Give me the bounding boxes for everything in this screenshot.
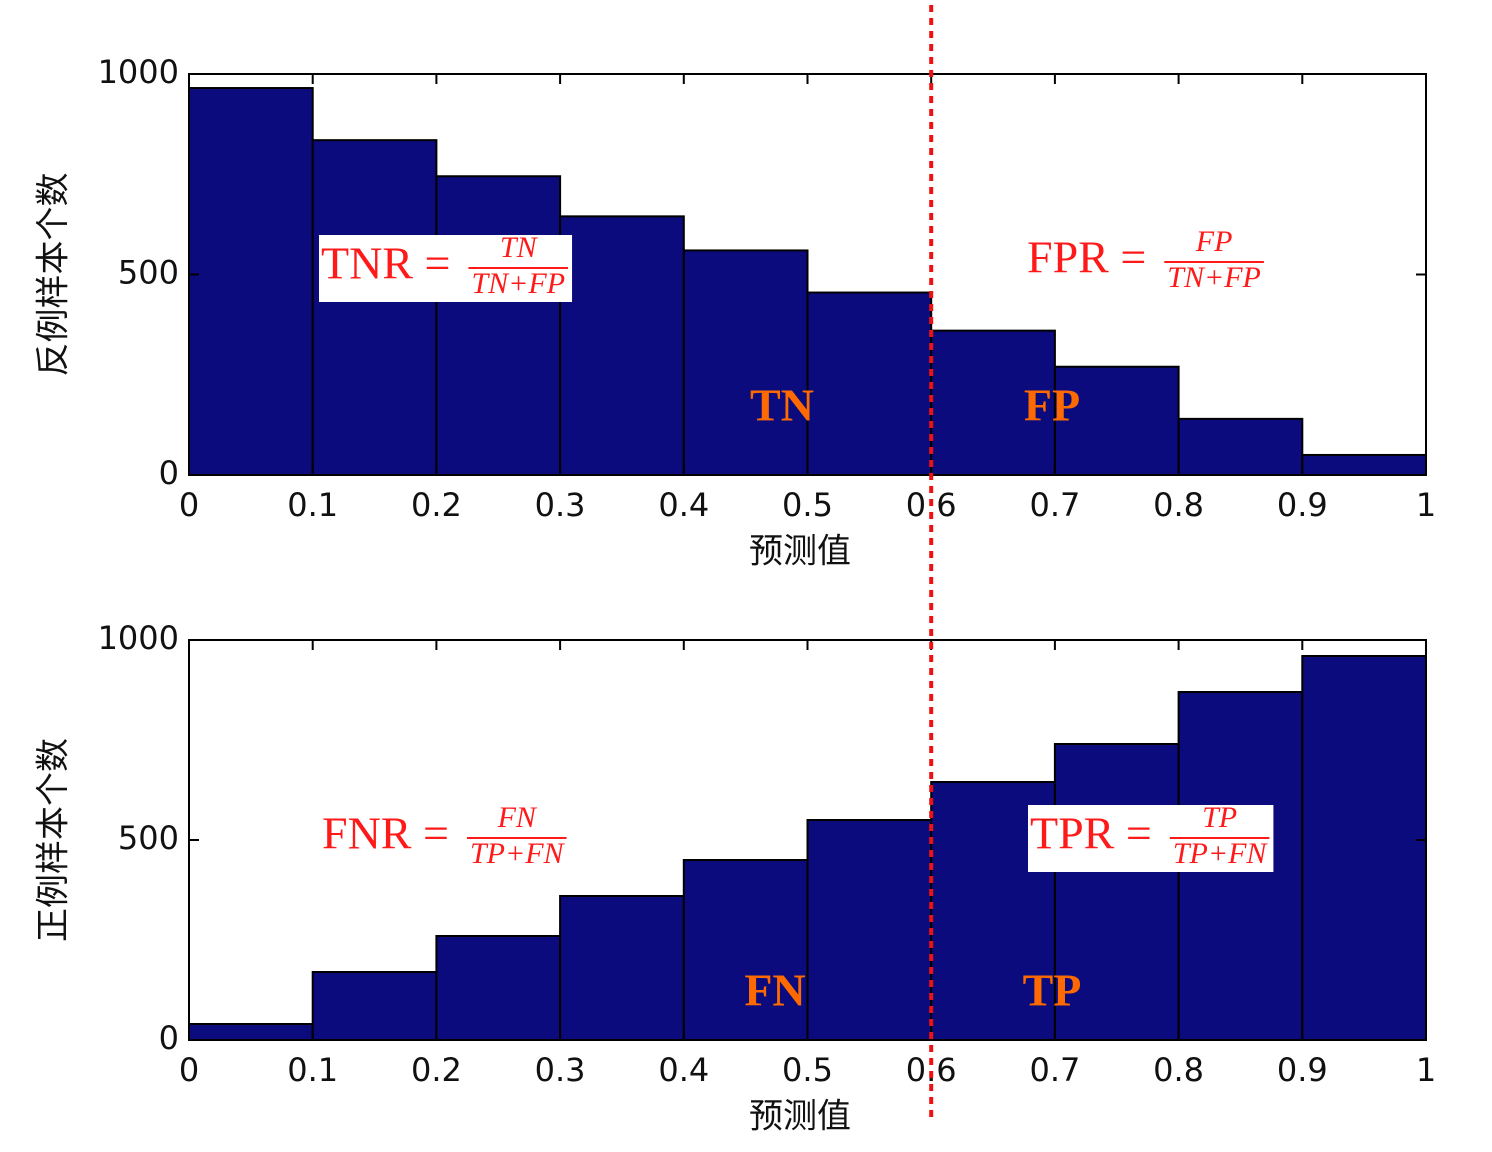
region-label: TN xyxy=(750,380,814,431)
formula-label: FNR = xyxy=(322,808,449,859)
bar xyxy=(311,971,438,1041)
bar xyxy=(188,87,314,476)
x-tick-label: 0.2 xyxy=(411,486,462,524)
x-tick-label: 0.4 xyxy=(658,486,709,524)
formula-denominator: TP+FN xyxy=(1173,837,1269,870)
formula-numerator: FP xyxy=(1195,225,1233,258)
x-tick-label: 0.7 xyxy=(1029,1051,1080,1089)
x-tick-label: 0.3 xyxy=(535,1051,586,1089)
region-label: FP xyxy=(1024,380,1080,431)
x-tick-label: 0.9 xyxy=(1277,486,1328,524)
bar xyxy=(311,139,438,476)
x-tick-label: 0.4 xyxy=(658,1051,709,1089)
formula-denominator: TP+FN xyxy=(470,837,566,870)
bar xyxy=(1053,365,1180,477)
bar xyxy=(1301,453,1428,477)
x-tick-label: 0.5 xyxy=(782,1051,833,1089)
formula-denominator: TN+FP xyxy=(1167,261,1261,294)
x-tick-label: 0.5 xyxy=(782,486,833,524)
bar xyxy=(930,329,1056,477)
bar xyxy=(435,175,562,476)
x-tick-label: 0.2 xyxy=(411,1051,462,1089)
formula-label: TPR = xyxy=(1030,808,1152,859)
bar xyxy=(1053,743,1180,1041)
x-tick-label: 0.9 xyxy=(1277,1051,1328,1089)
formula-numerator: TN xyxy=(500,231,539,264)
formula-label: FPR = xyxy=(1027,232,1146,283)
y-tick-label: 0 xyxy=(159,454,179,492)
formula-numerator: FN xyxy=(497,801,538,834)
bar xyxy=(559,215,685,476)
bar xyxy=(559,895,685,1041)
x-tick-label: 1 xyxy=(1416,486,1436,524)
x-tick-label: 0.8 xyxy=(1153,1051,1204,1089)
bar xyxy=(1301,655,1428,1041)
x-axis-label: 预测值 xyxy=(749,1097,851,1137)
bar xyxy=(806,819,933,1041)
x-tick-label: 0.3 xyxy=(535,486,586,524)
bar xyxy=(682,249,809,476)
y-axis-label: 正例样本个数 xyxy=(34,738,74,942)
region-label: TP xyxy=(1023,965,1082,1016)
formula-numerator: TP xyxy=(1202,801,1237,834)
y-tick-label: 0 xyxy=(159,1019,179,1057)
x-tick-label: 0.1 xyxy=(287,486,338,524)
bar xyxy=(435,935,562,1041)
y-tick-label: 500 xyxy=(118,254,179,292)
y-tick-label: 1000 xyxy=(98,619,179,657)
y-tick-label: 1000 xyxy=(98,53,179,91)
x-tick-label: 0.8 xyxy=(1153,486,1204,524)
region-label: FN xyxy=(744,965,805,1016)
x-tick-label: 0 xyxy=(179,486,199,524)
x-tick-label: 0.1 xyxy=(287,1051,338,1089)
x-tick-label: 0 xyxy=(179,1051,199,1089)
bar xyxy=(188,1023,314,1041)
formula-denominator: TN+FP xyxy=(471,267,565,300)
bar xyxy=(806,291,933,477)
x-tick-label: 1 xyxy=(1416,1051,1436,1089)
y-axis-label: 反例样本个数 xyxy=(34,173,74,377)
formula-label: TNR = xyxy=(321,238,450,289)
x-tick-label: 0.7 xyxy=(1029,486,1080,524)
x-axis-label: 预测值 xyxy=(749,532,851,572)
bar xyxy=(1177,417,1304,476)
x-tick-label: 0.6 xyxy=(906,1051,957,1089)
y-tick-label: 500 xyxy=(118,819,179,857)
